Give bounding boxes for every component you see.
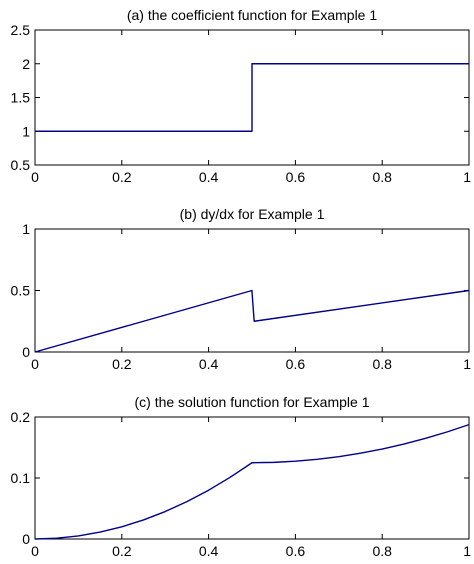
x-tick-label: 0.6 xyxy=(286,356,306,372)
subplot-2: (b) dy/dx for Example 1 0 0.2 0.4 0.6 0.8 1 0 0.… xyxy=(11,206,472,372)
y-tick-label: 2 xyxy=(22,56,30,72)
subplot-3: (c) the solution function for Example 1 0… xyxy=(11,394,472,559)
y-tick-label: 1 xyxy=(22,123,30,139)
y-tick-label: 0 xyxy=(22,344,30,360)
y-tick-label: 1.5 xyxy=(11,90,31,106)
chart-title: (b) dy/dx for Example 1 xyxy=(180,206,325,222)
x-tick-label: 0.8 xyxy=(372,543,392,559)
x-tick-label: 0.4 xyxy=(199,543,219,559)
chart-title: (a) the coefficient function for Example… xyxy=(127,7,378,23)
y-tick-label: 0.2 xyxy=(11,409,31,425)
subplot-1: (a) the coefficient function for Example… xyxy=(11,7,472,185)
x-tick-label: 0.6 xyxy=(286,169,306,185)
x-tick-label: 0.2 xyxy=(112,169,132,185)
x-tick-label: 0.4 xyxy=(199,356,219,372)
x-tick-label: 0.4 xyxy=(199,169,219,185)
axes-frame xyxy=(34,416,470,540)
x-tick-label: 0.2 xyxy=(112,543,132,559)
x-tick-label: 0 xyxy=(31,356,39,372)
x-tick-label: 1 xyxy=(463,169,471,185)
x-tick-label: 1 xyxy=(463,356,471,372)
x-tick-label: 1 xyxy=(463,543,471,559)
x-tick-label: 0.8 xyxy=(372,356,392,372)
series-line xyxy=(34,289,470,353)
series-line xyxy=(34,423,470,540)
x-tick-label: 0 xyxy=(31,169,39,185)
y-tick-label: 0.5 xyxy=(11,157,31,173)
x-tick-label: 0.8 xyxy=(372,169,392,185)
y-tick-label: 1 xyxy=(22,221,30,237)
y-tick-label: 0.1 xyxy=(11,470,31,486)
y-tick-label: 0.5 xyxy=(11,283,31,299)
x-tick-label: 0.6 xyxy=(286,543,306,559)
x-tick-label: 0.2 xyxy=(112,356,132,372)
y-tick-label: 2.5 xyxy=(11,22,31,38)
series-line xyxy=(35,63,469,132)
y-tick-label: 0 xyxy=(22,531,30,547)
chart-title: (c) the solution function for Example 1 xyxy=(134,394,369,410)
x-tick-label: 0 xyxy=(31,543,39,559)
